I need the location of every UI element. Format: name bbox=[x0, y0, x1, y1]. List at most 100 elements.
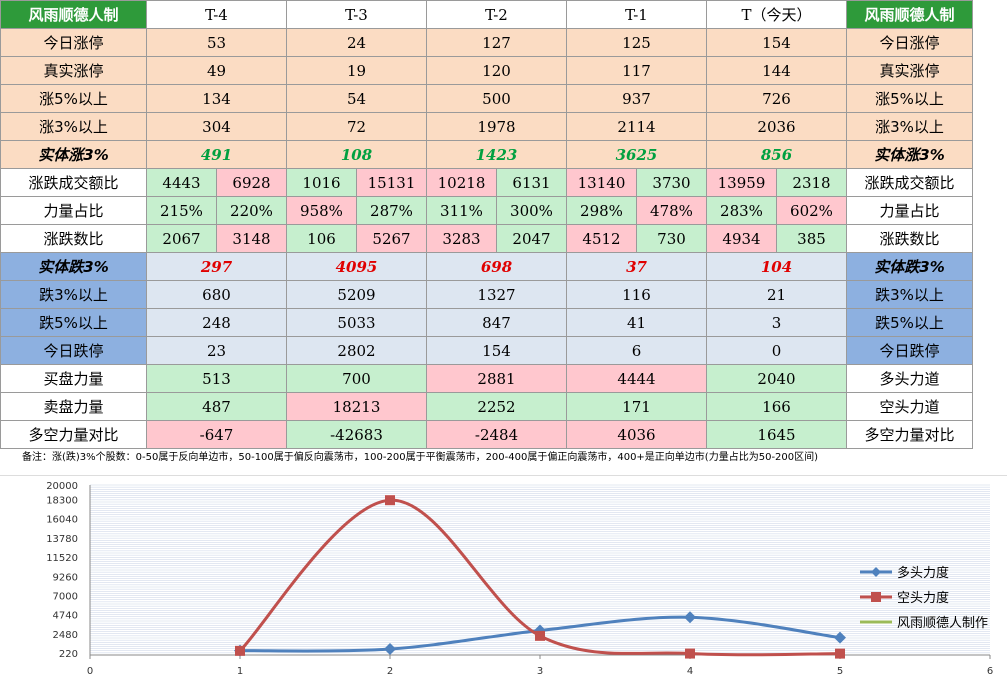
data-point bbox=[385, 495, 395, 506]
table-row: 力量占比 215% 220% 958% 287% 311% 300% 298% 478% 283%… bbox=[0, 196, 973, 225]
table-cell: 2318 bbox=[776, 168, 847, 197]
table-cell: 4443 bbox=[146, 168, 217, 197]
table-cell: 72 bbox=[286, 112, 427, 141]
x-tick-label: 1 bbox=[237, 666, 243, 677]
table-cell: 117 bbox=[566, 56, 707, 85]
table-cell: 304 bbox=[146, 112, 287, 141]
column-header: T-3 bbox=[286, 0, 427, 29]
x-tick-label: 5 bbox=[837, 666, 843, 677]
line-chart: 0 1 2 3 4 5 6 220 2480 4740 7000 9260 11520 13780 1604… bbox=[0, 475, 1007, 677]
table-cell: 680 bbox=[146, 280, 287, 309]
row-label: 跌3%以上 bbox=[0, 280, 147, 309]
table-cell: 4444 bbox=[566, 364, 707, 393]
table-cell: 2881 bbox=[426, 364, 567, 393]
table-row: 今日跌停 23 2802 154 6 0 今日跌停 bbox=[0, 336, 973, 365]
row-label: 卖盘力量 bbox=[0, 392, 147, 421]
table-row: 涨跌成交额比 4443 6928 1016 15131 10218 6131 13140 373… bbox=[0, 168, 973, 197]
x-tick-label: 0 bbox=[87, 666, 93, 677]
table-cell: 298% bbox=[566, 196, 637, 225]
table-cell: 4934 bbox=[706, 224, 777, 253]
table-cell: 215% bbox=[146, 196, 217, 225]
table-cell: 3730 bbox=[636, 168, 707, 197]
row-label-right: 涨5%以上 bbox=[846, 84, 973, 113]
table-cell: 2047 bbox=[496, 224, 567, 253]
data-point bbox=[685, 648, 695, 659]
row-label-right: 涨3%以上 bbox=[846, 112, 973, 141]
table-cell: 171 bbox=[566, 392, 707, 421]
table-cell: 500 bbox=[426, 84, 567, 113]
table-cell: -647 bbox=[146, 420, 287, 449]
table-cell: 220% bbox=[216, 196, 287, 225]
data-point bbox=[684, 611, 696, 624]
x-tick-label: 6 bbox=[987, 666, 993, 677]
table-cell: 2252 bbox=[426, 392, 567, 421]
row-label-right: 实体跌3% bbox=[846, 252, 973, 281]
table-cell: 700 bbox=[286, 364, 427, 393]
legend-label: 空头力度 bbox=[897, 590, 949, 606]
table-cell: 24 bbox=[286, 28, 427, 57]
row-label: 涨3%以上 bbox=[0, 112, 147, 141]
table-cell: 3625 bbox=[566, 140, 707, 169]
x-tick-label: 4 bbox=[687, 666, 693, 677]
table-cell: 134 bbox=[146, 84, 287, 113]
y-tick-label: 13780 bbox=[46, 534, 78, 545]
table-row: 真实涨停 49 19 120 117 144 真实涨停 bbox=[0, 56, 973, 85]
table-cell: 491 bbox=[146, 140, 287, 169]
row-label-right: 多空力量对比 bbox=[846, 420, 973, 449]
table-cell: 2036 bbox=[706, 112, 847, 141]
table-cell: 2802 bbox=[286, 336, 427, 365]
row-label-right: 跌5%以上 bbox=[846, 308, 973, 337]
row-label: 涨5%以上 bbox=[0, 84, 147, 113]
table-cell: 937 bbox=[566, 84, 707, 113]
table-cell: 116 bbox=[566, 280, 707, 309]
table-cell: 10218 bbox=[426, 168, 497, 197]
table-cell: 5209 bbox=[286, 280, 427, 309]
table-cell: 1327 bbox=[426, 280, 567, 309]
y-tick-label: 11520 bbox=[46, 553, 78, 564]
row-label-right: 真实涨停 bbox=[846, 56, 973, 85]
data-table: 风雨顺德人制 T-4 T-3 T-2 T-1 T（今天） 风雨顺德人制 今日涨停 53 24 127… bbox=[0, 0, 973, 449]
row-label: 实体跌3% bbox=[0, 252, 147, 281]
table-cell: 37 bbox=[566, 252, 707, 281]
legend-marker bbox=[871, 567, 881, 577]
table-cell: 0 bbox=[706, 336, 847, 365]
brand-label-left: 风雨顺德人制 bbox=[0, 0, 147, 29]
y-tick-label: 4740 bbox=[53, 611, 78, 622]
table-row: 卖盘力量 487 18213 2252 171 166 空头力道 bbox=[0, 392, 973, 421]
table-cell: 13140 bbox=[566, 168, 637, 197]
table-cell: 5033 bbox=[286, 308, 427, 337]
y-tick-label: 2480 bbox=[53, 630, 78, 641]
table-cell: 120 bbox=[426, 56, 567, 85]
y-tick-label: 9260 bbox=[53, 572, 78, 583]
table-cell: 297 bbox=[146, 252, 287, 281]
table-row: 实体跌3% 297 4095 698 37 104 实体跌3% bbox=[0, 252, 973, 281]
table-row: 今日涨停 53 24 127 125 154 今日涨停 bbox=[0, 28, 973, 57]
table-cell: 478% bbox=[636, 196, 707, 225]
table-cell: 1978 bbox=[426, 112, 567, 141]
table-row: 实体涨3% 491 108 1423 3625 856 实体涨3% bbox=[0, 140, 973, 169]
table-cell: 21 bbox=[706, 280, 847, 309]
column-header: T-1 bbox=[566, 0, 707, 29]
table-cell: 19 bbox=[286, 56, 427, 85]
table-cell: 2067 bbox=[146, 224, 217, 253]
table-cell: 166 bbox=[706, 392, 847, 421]
table-cell: 144 bbox=[706, 56, 847, 85]
table-cell: -42683 bbox=[286, 420, 427, 449]
table-row: 买盘力量 513 700 2881 4444 2040 多头力道 bbox=[0, 364, 973, 393]
row-label: 实体涨3% bbox=[0, 140, 147, 169]
column-header: T-2 bbox=[426, 0, 567, 29]
series-line bbox=[238, 498, 841, 657]
table-cell: 127 bbox=[426, 28, 567, 57]
table-cell: 311% bbox=[426, 196, 497, 225]
table-row: 涨3%以上 304 72 1978 2114 2036 涨3%以上 bbox=[0, 112, 973, 141]
legend-label: 多头力度 bbox=[897, 565, 949, 581]
row-label-right: 今日跌停 bbox=[846, 336, 973, 365]
row-label: 力量占比 bbox=[0, 196, 147, 225]
table-cell: 602% bbox=[776, 196, 847, 225]
table-cell: 726 bbox=[706, 84, 847, 113]
table-cell: -2484 bbox=[426, 420, 567, 449]
table-cell: 6131 bbox=[496, 168, 567, 197]
table-cell: 847 bbox=[426, 308, 567, 337]
header-row: 风雨顺德人制 T-4 T-3 T-2 T-1 T（今天） 风雨顺德人制 bbox=[0, 0, 973, 29]
table-cell: 730 bbox=[636, 224, 707, 253]
